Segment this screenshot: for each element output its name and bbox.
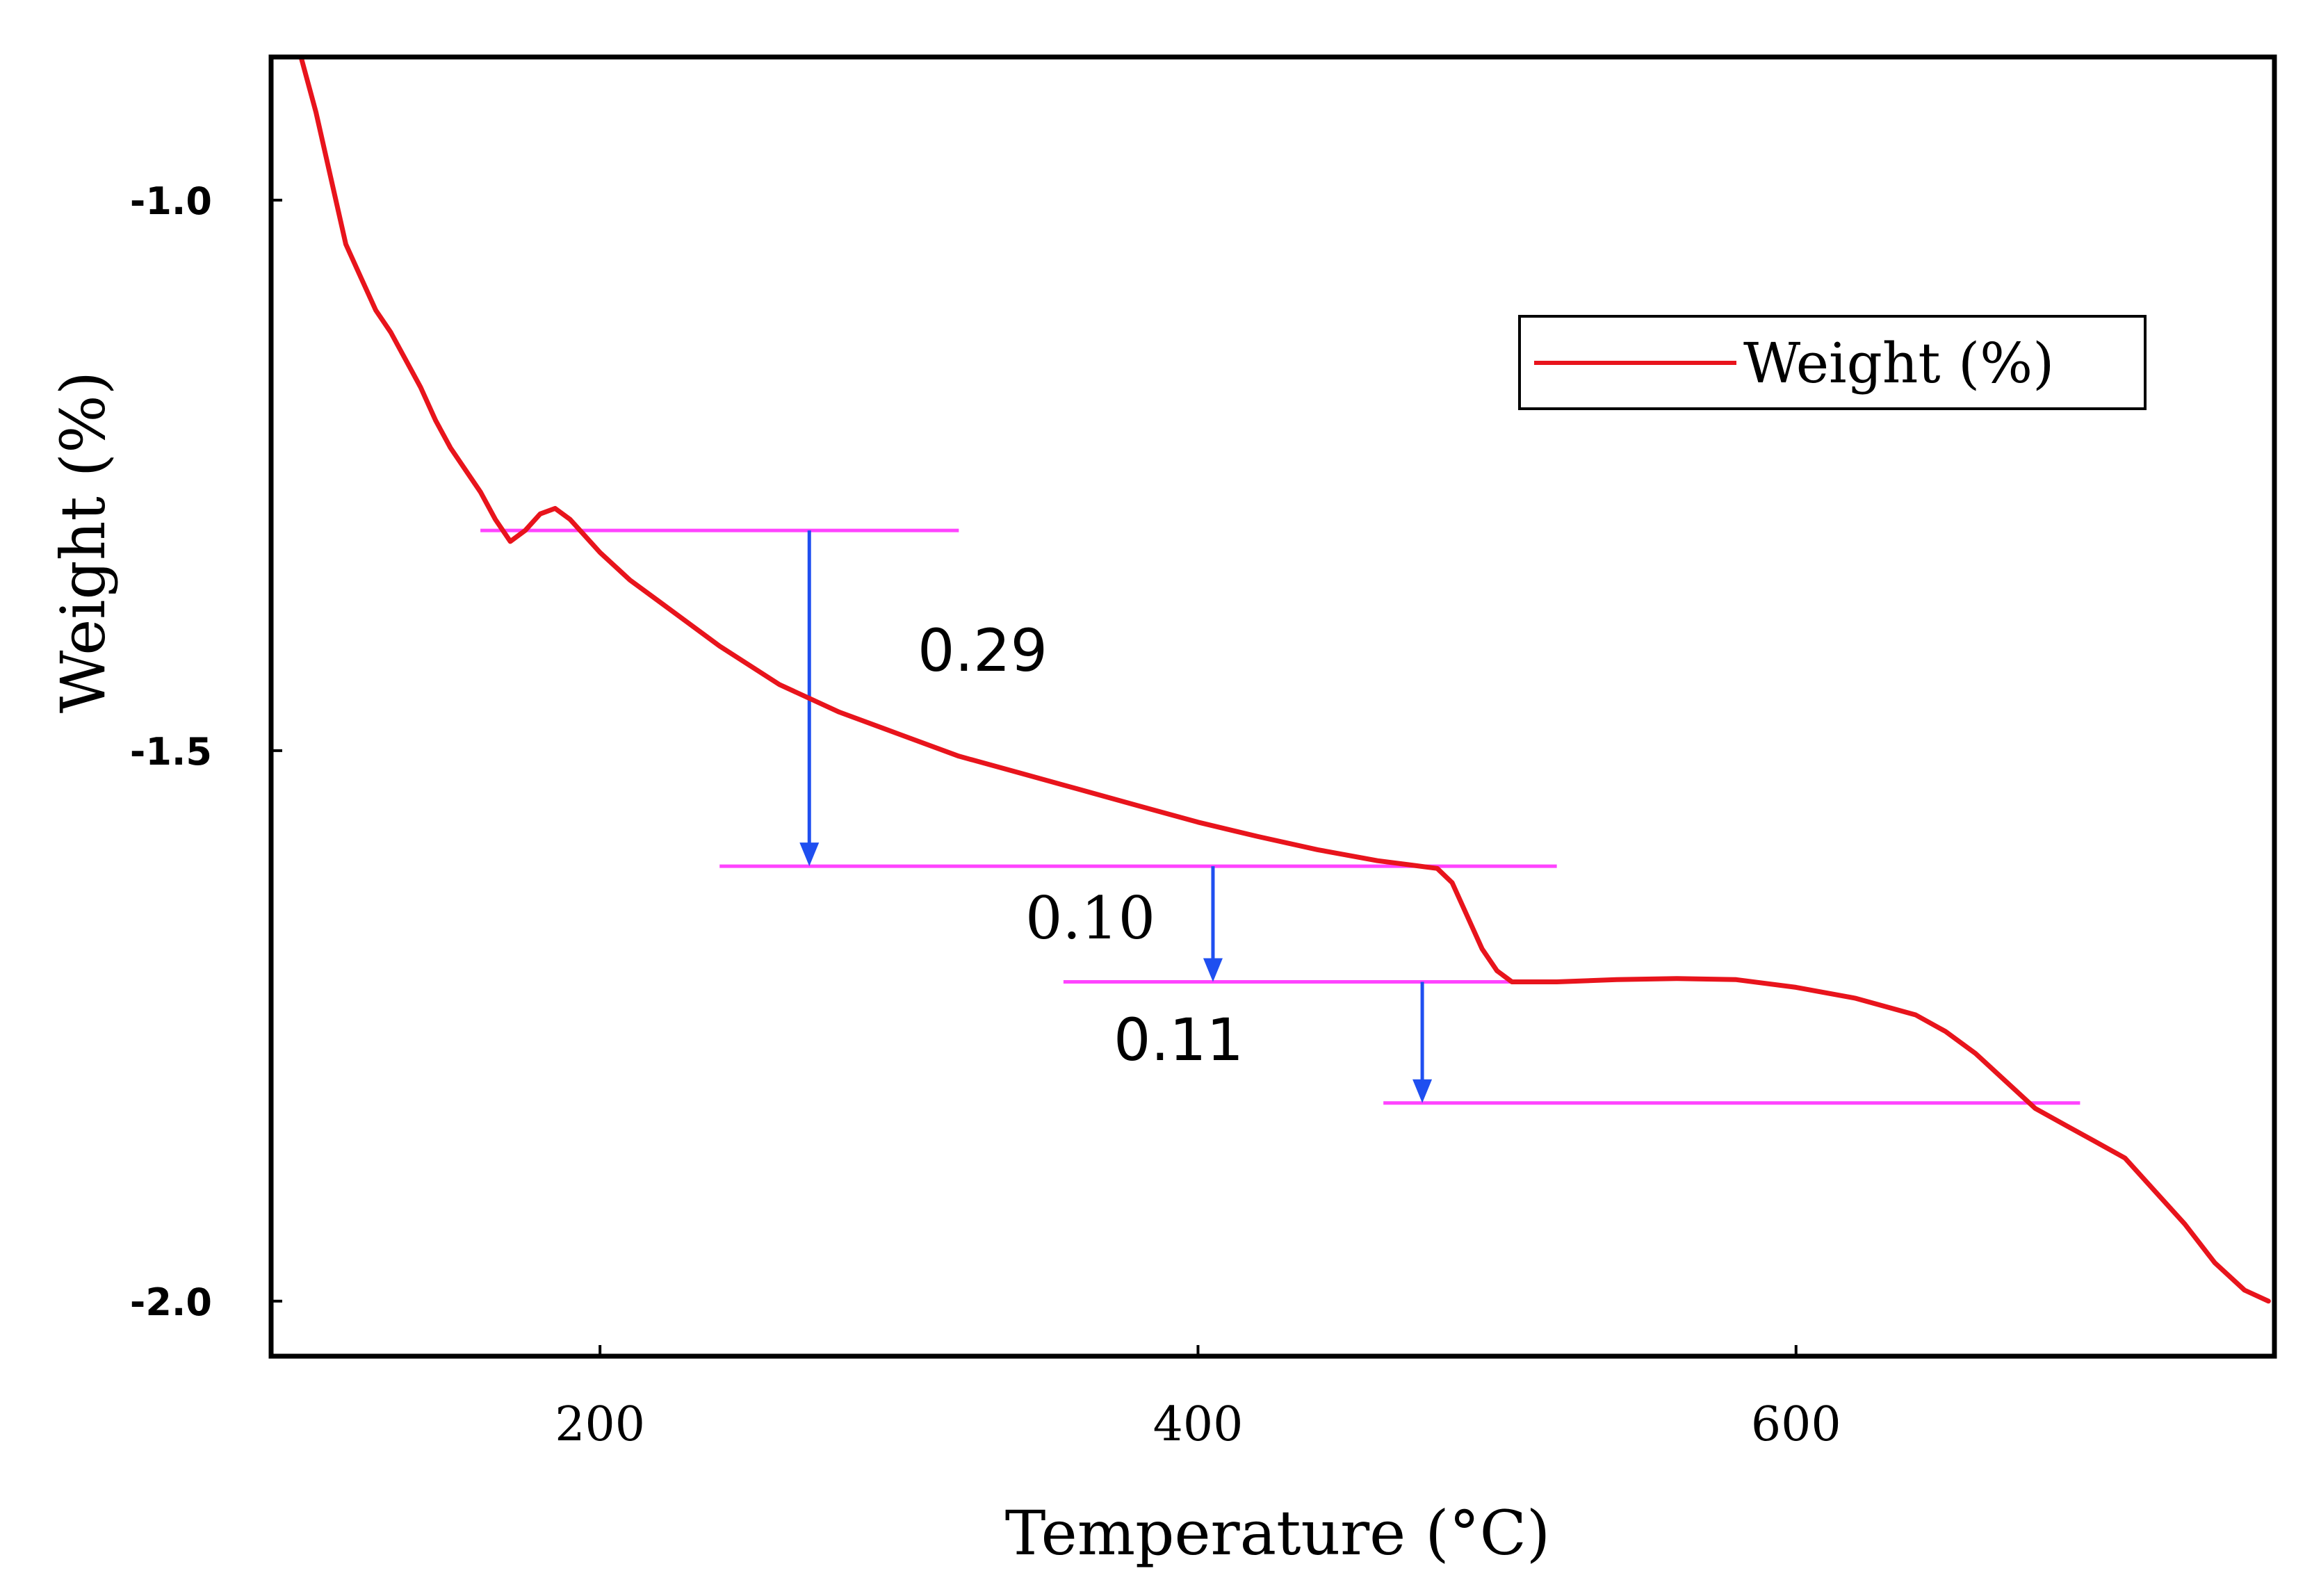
step-arrows bbox=[799, 530, 1433, 1103]
y-axis-title: Weight (%) bbox=[47, 371, 119, 713]
y-tick-label: -1.5 bbox=[130, 730, 212, 774]
step-labels: 0.29 0.10 0.11 bbox=[918, 617, 1244, 1074]
plot-frame bbox=[268, 54, 2277, 1359]
x-axis: 200 400 600 bbox=[555, 1345, 1841, 1452]
weight-curve bbox=[298, 54, 2271, 1304]
step-arrow-head bbox=[1412, 1079, 1433, 1103]
step-arrow-head bbox=[799, 842, 820, 867]
series-layer bbox=[298, 54, 2271, 1304]
legend: Weight (%) bbox=[1518, 315, 2147, 410]
legend-label: Weight (%) bbox=[1743, 331, 2054, 396]
x-tick-label: 400 bbox=[1153, 1397, 1244, 1452]
x-tick-label: 200 bbox=[555, 1397, 645, 1452]
step-arrow-head bbox=[1203, 958, 1223, 982]
step-label: 0.11 bbox=[1114, 1006, 1244, 1074]
x-axis-title: Temperature (°C) bbox=[1005, 1497, 1550, 1569]
y-axis: -1.0 -1.5 -2.0 bbox=[130, 179, 282, 1324]
y-tick-label: -1.0 bbox=[130, 179, 212, 223]
step-label: 0.29 bbox=[918, 617, 1048, 685]
step-label: 0.10 bbox=[1025, 884, 1155, 952]
x-tick-label: 600 bbox=[1751, 1397, 1841, 1452]
y-tick-label: -2.0 bbox=[130, 1280, 212, 1324]
